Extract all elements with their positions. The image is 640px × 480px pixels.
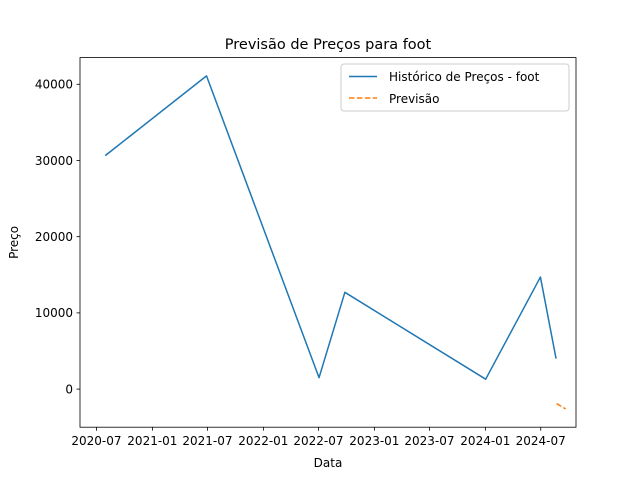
x-tick-label: 2022-01	[238, 434, 288, 448]
y-tick-label: 10000	[35, 306, 73, 320]
history-series-line	[104, 75, 557, 380]
x-tick-label: 2023-01	[349, 434, 399, 448]
legend-label-history: Histórico de Preços - foot	[389, 70, 540, 84]
x-tick-label: 2022-07	[293, 434, 343, 448]
x-tick-label: 2021-07	[182, 434, 232, 448]
y-tick-label: 40000	[35, 78, 73, 92]
y-axis-label: Preço	[7, 226, 21, 259]
x-tick-label: 2024-07	[516, 434, 566, 448]
forecast-series-line	[556, 402, 567, 410]
x-tick-label: 2020-07	[71, 434, 121, 448]
x-tick-label: 2023-07	[404, 434, 454, 448]
y-tick-label: 0	[65, 382, 73, 396]
legend-box	[340, 63, 570, 112]
x-tick-label: 2021-01	[127, 434, 177, 448]
legend-label-forecast: Previsão	[389, 92, 439, 106]
y-axis-ticks: 0 10000 20000 30000 40000	[35, 78, 80, 396]
plot-frame	[79, 57, 577, 428]
legend: Histórico de Preços - foot Previsão	[340, 63, 570, 112]
y-tick-label: 20000	[35, 230, 73, 244]
y-tick-label: 30000	[35, 154, 73, 168]
x-axis-ticks: 2020-07 2021-01 2021-07 2022-01 2022-07 2023-…	[71, 427, 566, 448]
series-layer	[104, 75, 567, 410]
x-tick-label: 2024-01	[460, 434, 510, 448]
chart-title: Previsão de Preços para foot	[225, 37, 432, 53]
x-axis-label: Data	[314, 456, 343, 470]
